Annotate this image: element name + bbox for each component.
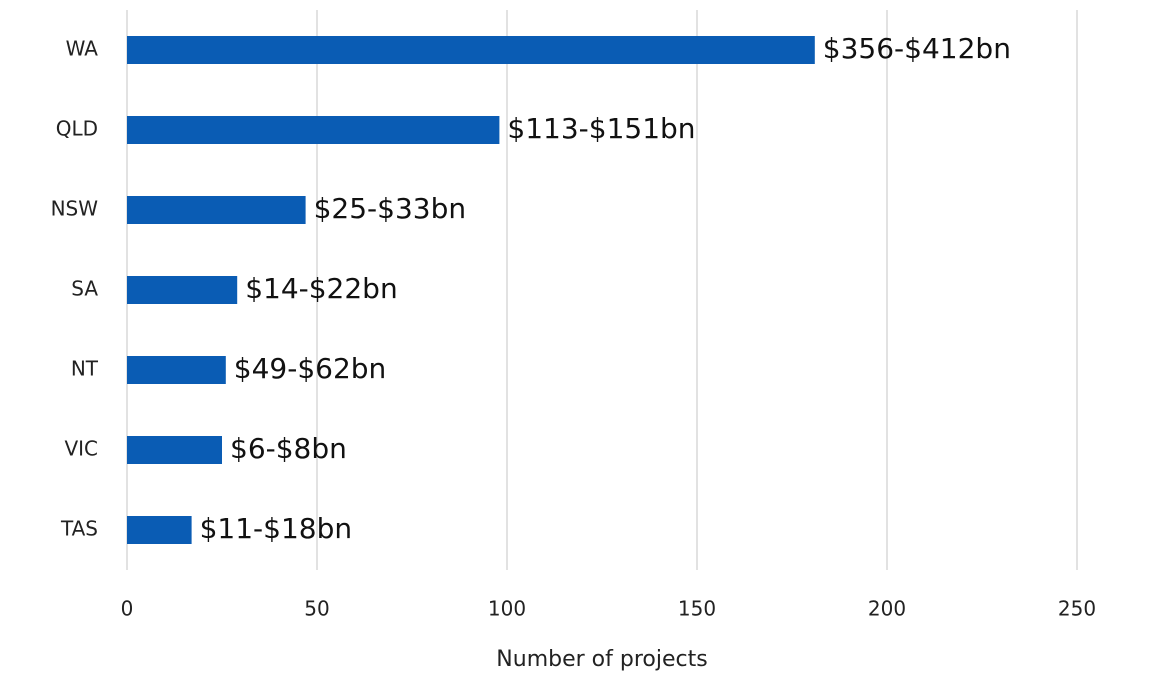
y-tick-label: QLD — [56, 117, 98, 141]
x-tick-label: 200 — [868, 597, 906, 621]
x-tick-label: 0 — [121, 597, 134, 621]
x-tick-label: 50 — [304, 597, 329, 621]
bar-label: $49-$62bn — [234, 352, 387, 385]
y-tick-label: VIC — [64, 437, 98, 461]
bar-label: $356-$412bn — [823, 32, 1011, 65]
bar-label: $6-$8bn — [230, 432, 347, 465]
y-tick-label: TAS — [60, 517, 98, 541]
x-axis-label: Number of projects — [496, 647, 707, 672]
bar — [127, 436, 222, 464]
bar-label: $113-$151bn — [507, 112, 695, 145]
bar-label: $14-$22bn — [245, 272, 398, 305]
bar — [127, 36, 815, 64]
bar — [127, 356, 226, 384]
bar — [127, 116, 500, 144]
y-tick-label: SA — [71, 277, 98, 301]
bar — [127, 516, 192, 544]
x-tick-label: 100 — [488, 597, 526, 621]
bar-label: $11-$18bn — [200, 512, 353, 545]
y-tick-label: WA — [66, 37, 99, 61]
x-tick-label: 150 — [678, 597, 716, 621]
bar-label: $25-$33bn — [314, 192, 467, 225]
bar — [127, 196, 306, 224]
bar — [127, 276, 238, 304]
x-tick-label: 250 — [1058, 597, 1096, 621]
y-tick-label: NSW — [51, 197, 99, 221]
y-tick-label: NT — [71, 357, 99, 381]
